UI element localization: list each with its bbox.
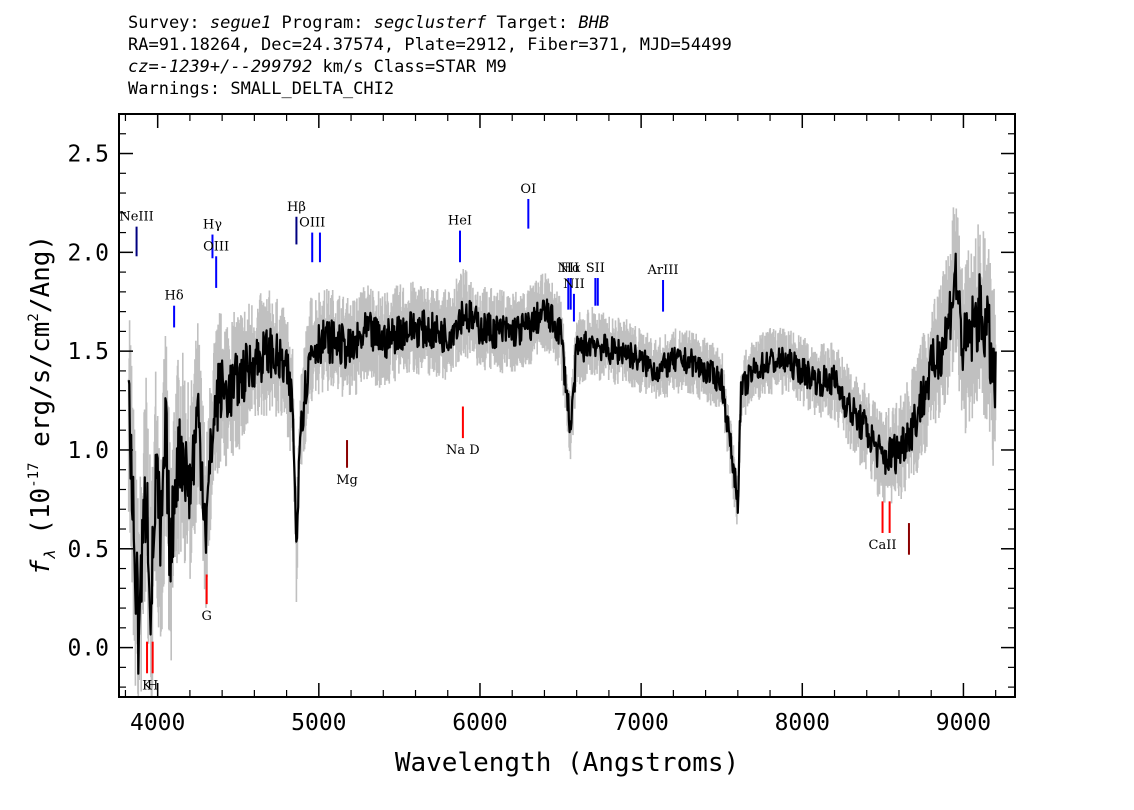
class-text: km/s Class=STAR M9 [312, 57, 507, 77]
emission-line-label: ArIII [647, 263, 679, 278]
absorption-line-label: H [147, 678, 158, 693]
survey-value: segue1 [209, 13, 272, 33]
error-series [127, 207, 997, 697]
program-label: Program: [271, 13, 374, 33]
emission-line-label: Hβ [287, 200, 306, 215]
absorption-line-label: Mg [336, 473, 358, 488]
plot-frame [118, 113, 1016, 698]
emission-line-label: Hα [561, 261, 581, 276]
emission-line-label: SII [586, 261, 605, 276]
flux-series [127, 252, 997, 675]
emission-line-label: NeIII [119, 210, 153, 225]
x-tick-label: 9000 [936, 710, 991, 736]
emission-line-label: OI [520, 182, 536, 197]
x-tick-label: 5000 [291, 710, 346, 736]
x-tick-label: 8000 [775, 710, 830, 736]
emission-line-label: HeI [448, 214, 472, 229]
y-axis-title: fλ (10-17 erg/s/cm2/Ang) [26, 235, 59, 575]
y-tick-label: 1.0 [67, 438, 109, 464]
header-line-redshift: cz=-1239+/--299792 km/s Class=STAR M9 [128, 56, 732, 78]
redshift-value: cz=-1239+/--299792 [128, 57, 313, 77]
program-value: segclusterf [373, 13, 487, 33]
absorption-line-label: CaII [869, 538, 897, 553]
header-line-survey: Survey: segue1 Program: segclusterf Targ… [128, 12, 732, 34]
y-tick-label: 0.0 [67, 636, 109, 662]
x-tick-label: 7000 [613, 710, 668, 736]
y-tick-label: 1.5 [67, 339, 109, 365]
emission-line-label: Hδ [165, 289, 184, 304]
x-tick-label: 4000 [130, 710, 185, 736]
svg-text:fλ (10-17 erg/s/cm2/Ang): fλ (10-17 erg/s/cm2/Ang) [26, 235, 59, 575]
absorption-line-label: Na D [446, 443, 480, 458]
header-line-warnings: Warnings: SMALL_DELTA_CHI2 [128, 79, 395, 99]
emission-line-label: NII [563, 277, 585, 292]
y-tick-label: 2.5 [67, 142, 109, 168]
y-tick-label: 0.5 [67, 537, 109, 563]
absorption-line-label: K [142, 678, 152, 693]
emission-line-label: Hγ [203, 218, 222, 233]
emission-line-label: NII [557, 261, 579, 276]
target-value: BHB [578, 13, 610, 33]
x-axis-title: Wavelength (Angstroms) [395, 748, 739, 778]
header-line-coordinates: RA=91.18264, Dec=24.37574, Plate=2912, F… [128, 35, 732, 55]
emission-line-label: OIII [299, 216, 325, 231]
spectrum-header: Survey: segue1 Program: segclusterf Targ… [128, 12, 732, 100]
y-tick-label: 2.0 [67, 240, 109, 266]
target-label: Target: [486, 13, 579, 33]
x-tick-label: 6000 [452, 710, 507, 736]
emission-line-label: OIII [203, 239, 229, 254]
absorption-line-label: G [201, 609, 211, 624]
survey-label: Survey: [128, 13, 210, 33]
